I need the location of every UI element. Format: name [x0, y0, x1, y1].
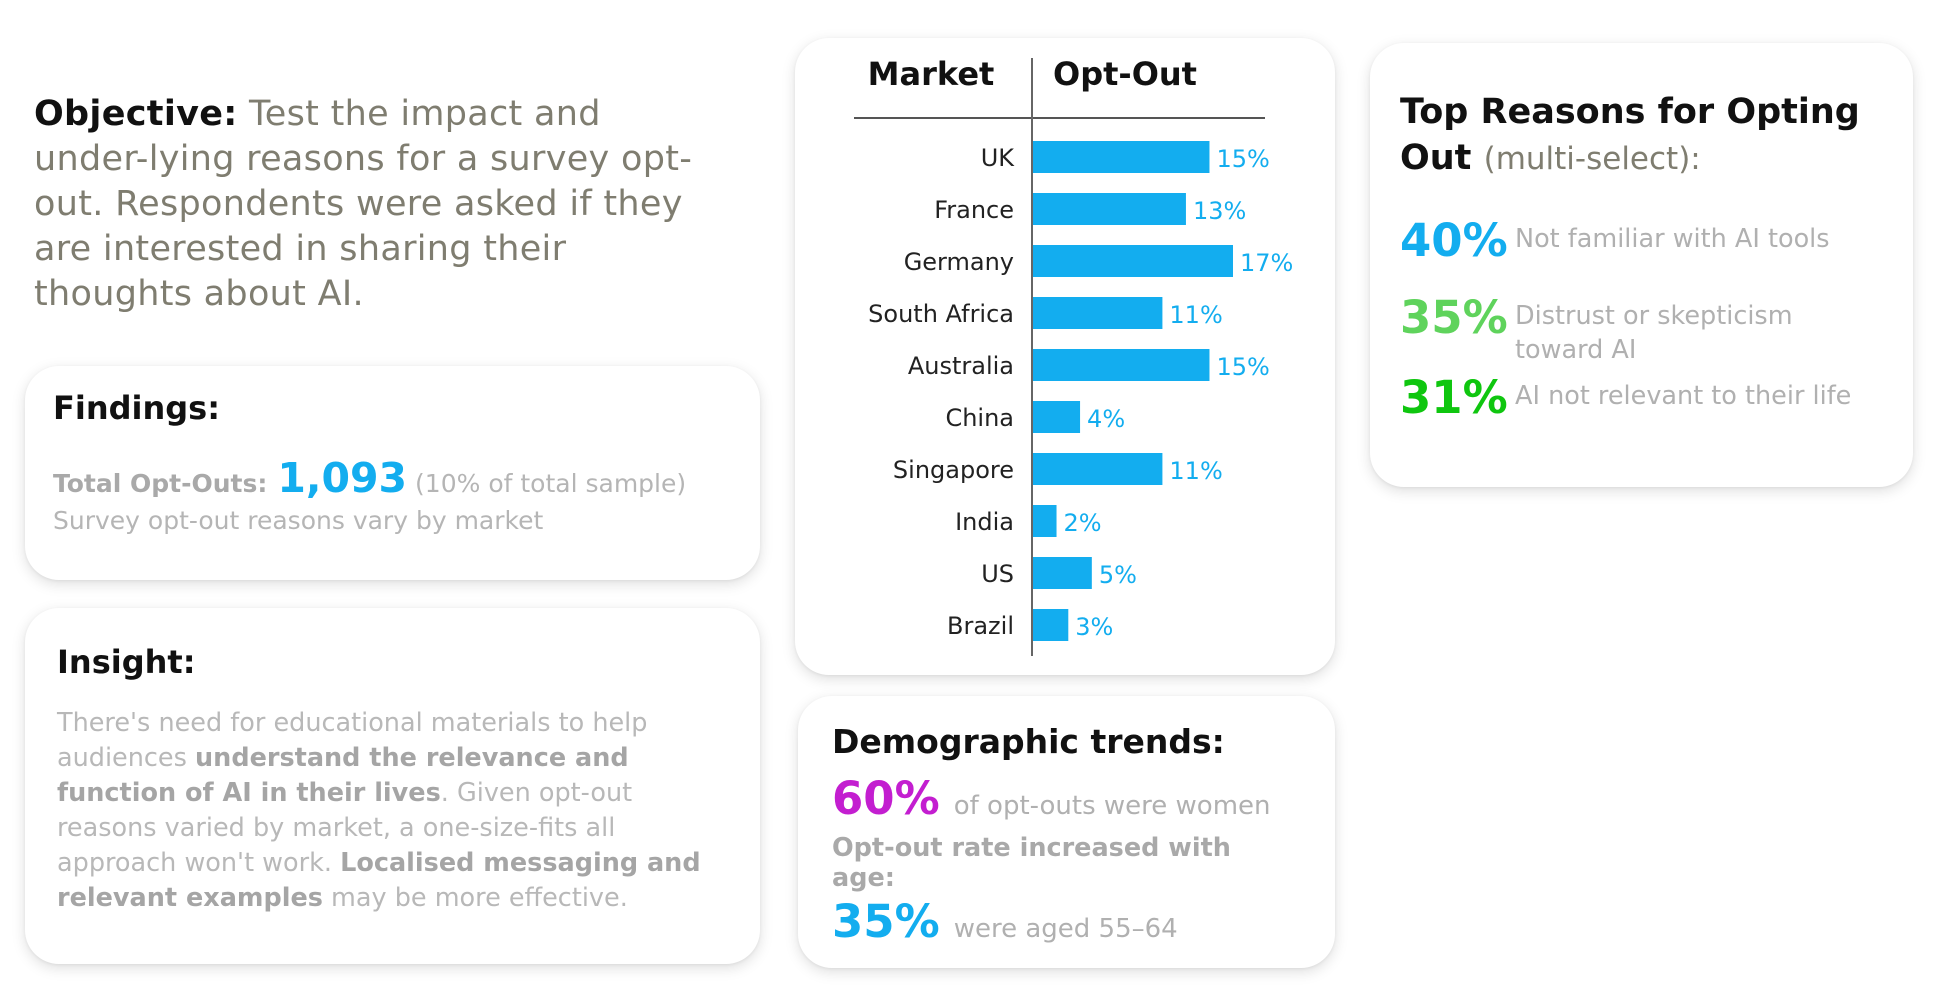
reason-text: Distrust or skepticism toward AI — [1515, 301, 1793, 365]
objective-text: Test the impact and under-lying reasons … — [34, 94, 693, 314]
reason-percent: 35% — [1400, 291, 1508, 344]
age-text: were aged 55–64 — [953, 914, 1178, 944]
total-opt-outs-note: (10% of total sample) — [415, 469, 687, 498]
chart-bar — [1033, 453, 1163, 485]
chart-category-label: US — [981, 560, 1014, 588]
opt-out-bar-chart: Market Opt-Out UK 15% France 13% Germany 17% Sou… — [854, 55, 1293, 656]
chart-bar — [1033, 505, 1057, 537]
chart-value-label: 2% — [1064, 509, 1102, 537]
chart-bar — [1033, 349, 1210, 381]
chart-header-opt-out: Opt-Out — [1053, 55, 1197, 93]
chart-category-label: Singapore — [893, 456, 1014, 484]
chart-bar — [1033, 297, 1163, 329]
insight-bold-1: understand the relevance and function of… — [57, 743, 629, 808]
objective-label: Objective: — [34, 94, 238, 134]
total-opt-outs-label: Total Opt-Outs: — [53, 469, 268, 498]
reason-percent: 31% — [1400, 371, 1508, 424]
reason-item: 31% AI not relevant to their life — [1400, 373, 1855, 423]
chart-category-label: India — [955, 508, 1014, 536]
chart-bar — [1033, 401, 1081, 433]
chart-category-label: UK — [981, 144, 1016, 172]
age-percent: 35% — [832, 895, 940, 948]
objective: Objective: Test the impact and under-lyi… — [34, 92, 724, 317]
women-percent: 60% — [832, 772, 940, 825]
chart-category-label: France — [934, 196, 1014, 224]
chart-value-label: 4% — [1087, 405, 1125, 433]
total-opt-outs-value: 1,093 — [277, 454, 408, 502]
chart-bar — [1033, 245, 1233, 277]
chart-category-label: South Africa — [868, 300, 1014, 328]
chart-bar — [1033, 141, 1210, 173]
chart-value-label: 5% — [1099, 561, 1137, 589]
reason-text: Not familiar with AI tools — [1515, 224, 1830, 254]
chart-value-label: 15% — [1216, 353, 1269, 381]
chart-value-label: 3% — [1075, 613, 1113, 641]
chart-category-label: Australia — [908, 352, 1014, 380]
women-stat: 60% of opt-outs were women — [832, 772, 1301, 825]
women-text: of opt-outs were women — [953, 791, 1271, 821]
chart-category-label: Brazil — [947, 612, 1014, 640]
demographics-card: Demographic trends: 60% of opt-outs were… — [798, 696, 1335, 968]
chart-value-label: 11% — [1169, 301, 1222, 329]
insight-text-3: may be more effective. — [322, 883, 628, 913]
chart-bar — [1033, 609, 1069, 641]
findings-note: Survey opt-out reasons vary by market — [53, 506, 544, 535]
total-opt-outs-row: Total Opt-Outs: 1,093 (10% of total sample… — [53, 458, 732, 504]
insight-text-1: There's need for educational materials t… — [57, 708, 648, 773]
insight-body: There's need for educational materials t… — [57, 706, 728, 916]
chart-value-label: 13% — [1193, 197, 1246, 225]
demographics-title: Demographic trends: — [832, 722, 1225, 761]
chart-category-label: China — [945, 404, 1014, 432]
chart-value-label: 15% — [1216, 145, 1269, 173]
insight-text-2: . Given opt-out reasons varied by market… — [57, 778, 633, 878]
age-stat: 35% were aged 55–64 — [832, 895, 1301, 948]
insight-title: Insight: — [57, 643, 196, 681]
reasons-title: Top Reasons for Opting Out (multi-select… — [1400, 89, 1883, 182]
insight-bold-2: Localised messaging and relevant example… — [57, 848, 701, 913]
opt-out-chart-card: Market Opt-Out UK 15% France 13% Germany 17% Sou… — [795, 38, 1335, 675]
reason-percent: 40% — [1400, 214, 1508, 267]
findings-title: Findings: — [53, 389, 221, 427]
reason-item: 35% Distrust or skepticism toward AI — [1400, 293, 1815, 367]
chart-bar — [1033, 557, 1092, 589]
reason-item: 40% Not familiar with AI tools — [1400, 216, 1855, 266]
findings-card: Findings: Total Opt-Outs: 1,093 (10% of to… — [25, 366, 760, 580]
chart-value-label: 17% — [1240, 249, 1293, 277]
reasons-title-sub: (multi-select): — [1483, 141, 1701, 177]
insight-card: Insight: There's need for educational ma… — [25, 608, 760, 964]
reasons-card: Top Reasons for Opting Out (multi-select… — [1370, 43, 1913, 487]
chart-bar — [1033, 193, 1186, 225]
chart-header-market: Market — [868, 55, 995, 93]
chart-value-label: 11% — [1169, 457, 1222, 485]
reason-text: AI not relevant to their life — [1515, 381, 1852, 411]
chart-category-label: Germany — [904, 248, 1014, 276]
reasons-title-text: Top Reasons for Opting Out — [1400, 92, 1860, 178]
age-heading: Opt-out rate increased with age: — [832, 833, 1231, 893]
